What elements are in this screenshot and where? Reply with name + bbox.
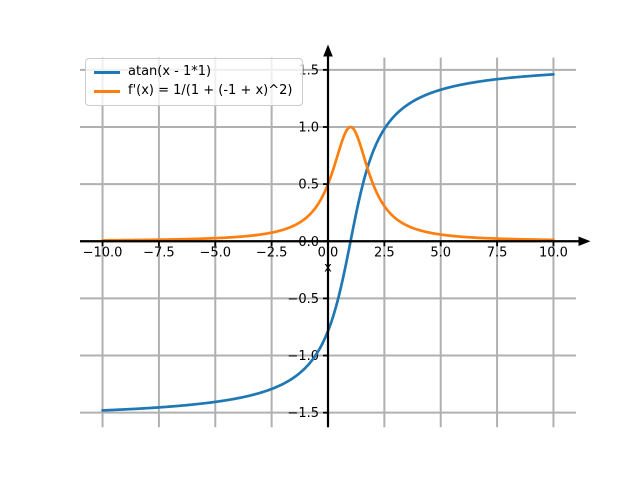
legend-entry-derivative: f'(x) = 1/(1 + (-1 + x)^2) [94,83,293,99]
y-tick-label: −1.5 [287,406,319,421]
x-tick-label: 2.5 [374,245,395,260]
x-tick-label: 10.0 [539,245,568,260]
y-tick-label: 1.5 [298,63,319,78]
x-tick-label: 7.5 [487,245,508,260]
legend-label: f'(x) = 1/(1 + (-1 + x)^2) [128,83,293,98]
x-tick-label: −10.0 [83,245,123,260]
y-axis-arrow [323,44,333,57]
x-axis-arrow [578,236,591,247]
legend-line-sample [94,70,120,74]
legend-entry-atan: atan(x - 1*1) [94,64,293,80]
x-tick-label: −7.5 [143,245,175,260]
y-tick-label: 1.0 [298,120,319,135]
legend: atan(x - 1*1) f'(x) = 1/(1 + (-1 + x)^2) [85,58,303,106]
y-tick-label: −0.5 [287,292,319,307]
y-tick-label: 0.5 [298,178,319,193]
legend-label: atan(x - 1*1) [128,64,212,79]
legend-line-sample [94,89,120,93]
x-tick-label: −5.0 [199,245,231,260]
x-tick-label: −2.5 [256,245,288,260]
x-tick-label: 5.0 [430,245,451,260]
